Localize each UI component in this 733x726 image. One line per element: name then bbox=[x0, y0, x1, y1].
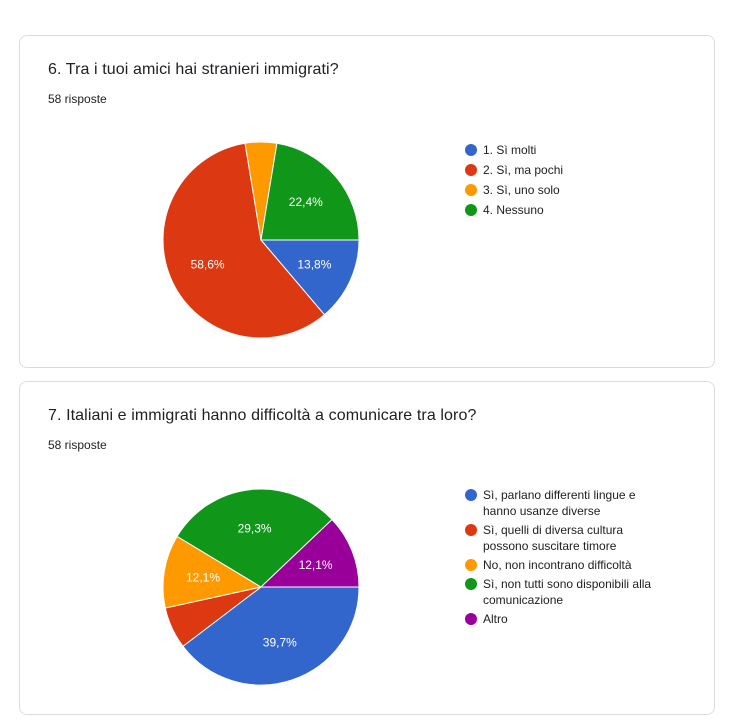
legend-swatch bbox=[465, 489, 477, 501]
pie-chart: 13,8% 58,6% 22,4% bbox=[162, 141, 360, 339]
legend-label: Sì, non tutti sono disponibili alla comu… bbox=[483, 577, 652, 607]
legend-label: 3. Sì, uno solo bbox=[483, 183, 560, 197]
chart-legend: Sì, parlano differenti lingue e hanno us… bbox=[465, 487, 655, 630]
legend-item[interactable]: Sì, quelli di diversa cultura possono su… bbox=[465, 522, 655, 554]
legend-swatch bbox=[465, 524, 477, 536]
slice-label: 39,7% bbox=[263, 636, 297, 650]
legend-label: Sì, quelli di diversa cultura possono su… bbox=[483, 523, 624, 553]
legend-label: Sì, parlano differenti lingue e hanno us… bbox=[483, 488, 636, 518]
legend-swatch bbox=[465, 578, 477, 590]
slice-label: 58,6% bbox=[191, 258, 225, 272]
pie-slice[interactable] bbox=[260, 142, 360, 241]
legend-label: 4. Nessuno bbox=[483, 203, 544, 217]
pie-slice[interactable] bbox=[259, 518, 360, 588]
legend-item[interactable]: 1. Sì molti bbox=[465, 142, 635, 158]
legend-swatch bbox=[465, 204, 477, 216]
legend-item[interactable]: 3. Sì, uno solo bbox=[465, 182, 635, 198]
question-card-6: 6. Tra i tuoi amici hai stranieri immigr… bbox=[19, 35, 715, 368]
legend-item[interactable]: 2. Sì, ma pochi bbox=[465, 162, 635, 178]
legend-item[interactable]: Sì, non tutti sono disponibili alla comu… bbox=[465, 576, 655, 608]
pie-slice[interactable] bbox=[162, 142, 326, 339]
question-card-7: 7. Italiani e immigrati hanno difficoltà… bbox=[19, 381, 715, 715]
legend-label: 2. Sì, ma pochi bbox=[483, 163, 564, 177]
legend-label: No, non incontrano difficoltà bbox=[483, 558, 632, 572]
legend-swatch bbox=[465, 184, 477, 196]
response-count: 58 risposte bbox=[48, 92, 107, 106]
legend-swatch bbox=[465, 164, 477, 176]
legend-label: Altro bbox=[483, 612, 508, 626]
legend-swatch bbox=[465, 144, 477, 156]
legend-swatch bbox=[465, 613, 477, 625]
legend-item[interactable]: Sì, parlano differenti lingue e hanno us… bbox=[465, 487, 655, 519]
legend-item[interactable]: Altro bbox=[465, 611, 655, 627]
legend-item[interactable]: No, non incontrano difficoltà bbox=[465, 557, 655, 573]
pie-slice[interactable] bbox=[176, 488, 333, 588]
pie-slice[interactable] bbox=[259, 239, 360, 316]
slice-label: 29,3% bbox=[238, 522, 272, 536]
slice-label: 12,1% bbox=[299, 558, 333, 572]
chart-legend: 1. Sì molti 2. Sì, ma pochi 3. Sì, uno sol… bbox=[465, 142, 635, 222]
pie-slice[interactable] bbox=[182, 586, 360, 686]
pie-slice[interactable] bbox=[162, 535, 263, 609]
slice-label: 12,1% bbox=[186, 570, 220, 584]
legend-label: 1. Sì molti bbox=[483, 143, 537, 157]
response-count: 58 risposte bbox=[48, 438, 107, 452]
question-title: 7. Italiani e immigrati hanno difficoltà… bbox=[48, 407, 477, 424]
legend-item[interactable]: 4. Nessuno bbox=[465, 202, 635, 218]
slice-label: 22,4% bbox=[289, 195, 323, 209]
legend-swatch bbox=[465, 559, 477, 571]
slice-label: 13,8% bbox=[297, 258, 331, 272]
question-title: 6. Tra i tuoi amici hai stranieri immigr… bbox=[48, 61, 339, 78]
pie-chart: 39,7% 12,1% 29,3% 12,1% bbox=[162, 488, 360, 686]
